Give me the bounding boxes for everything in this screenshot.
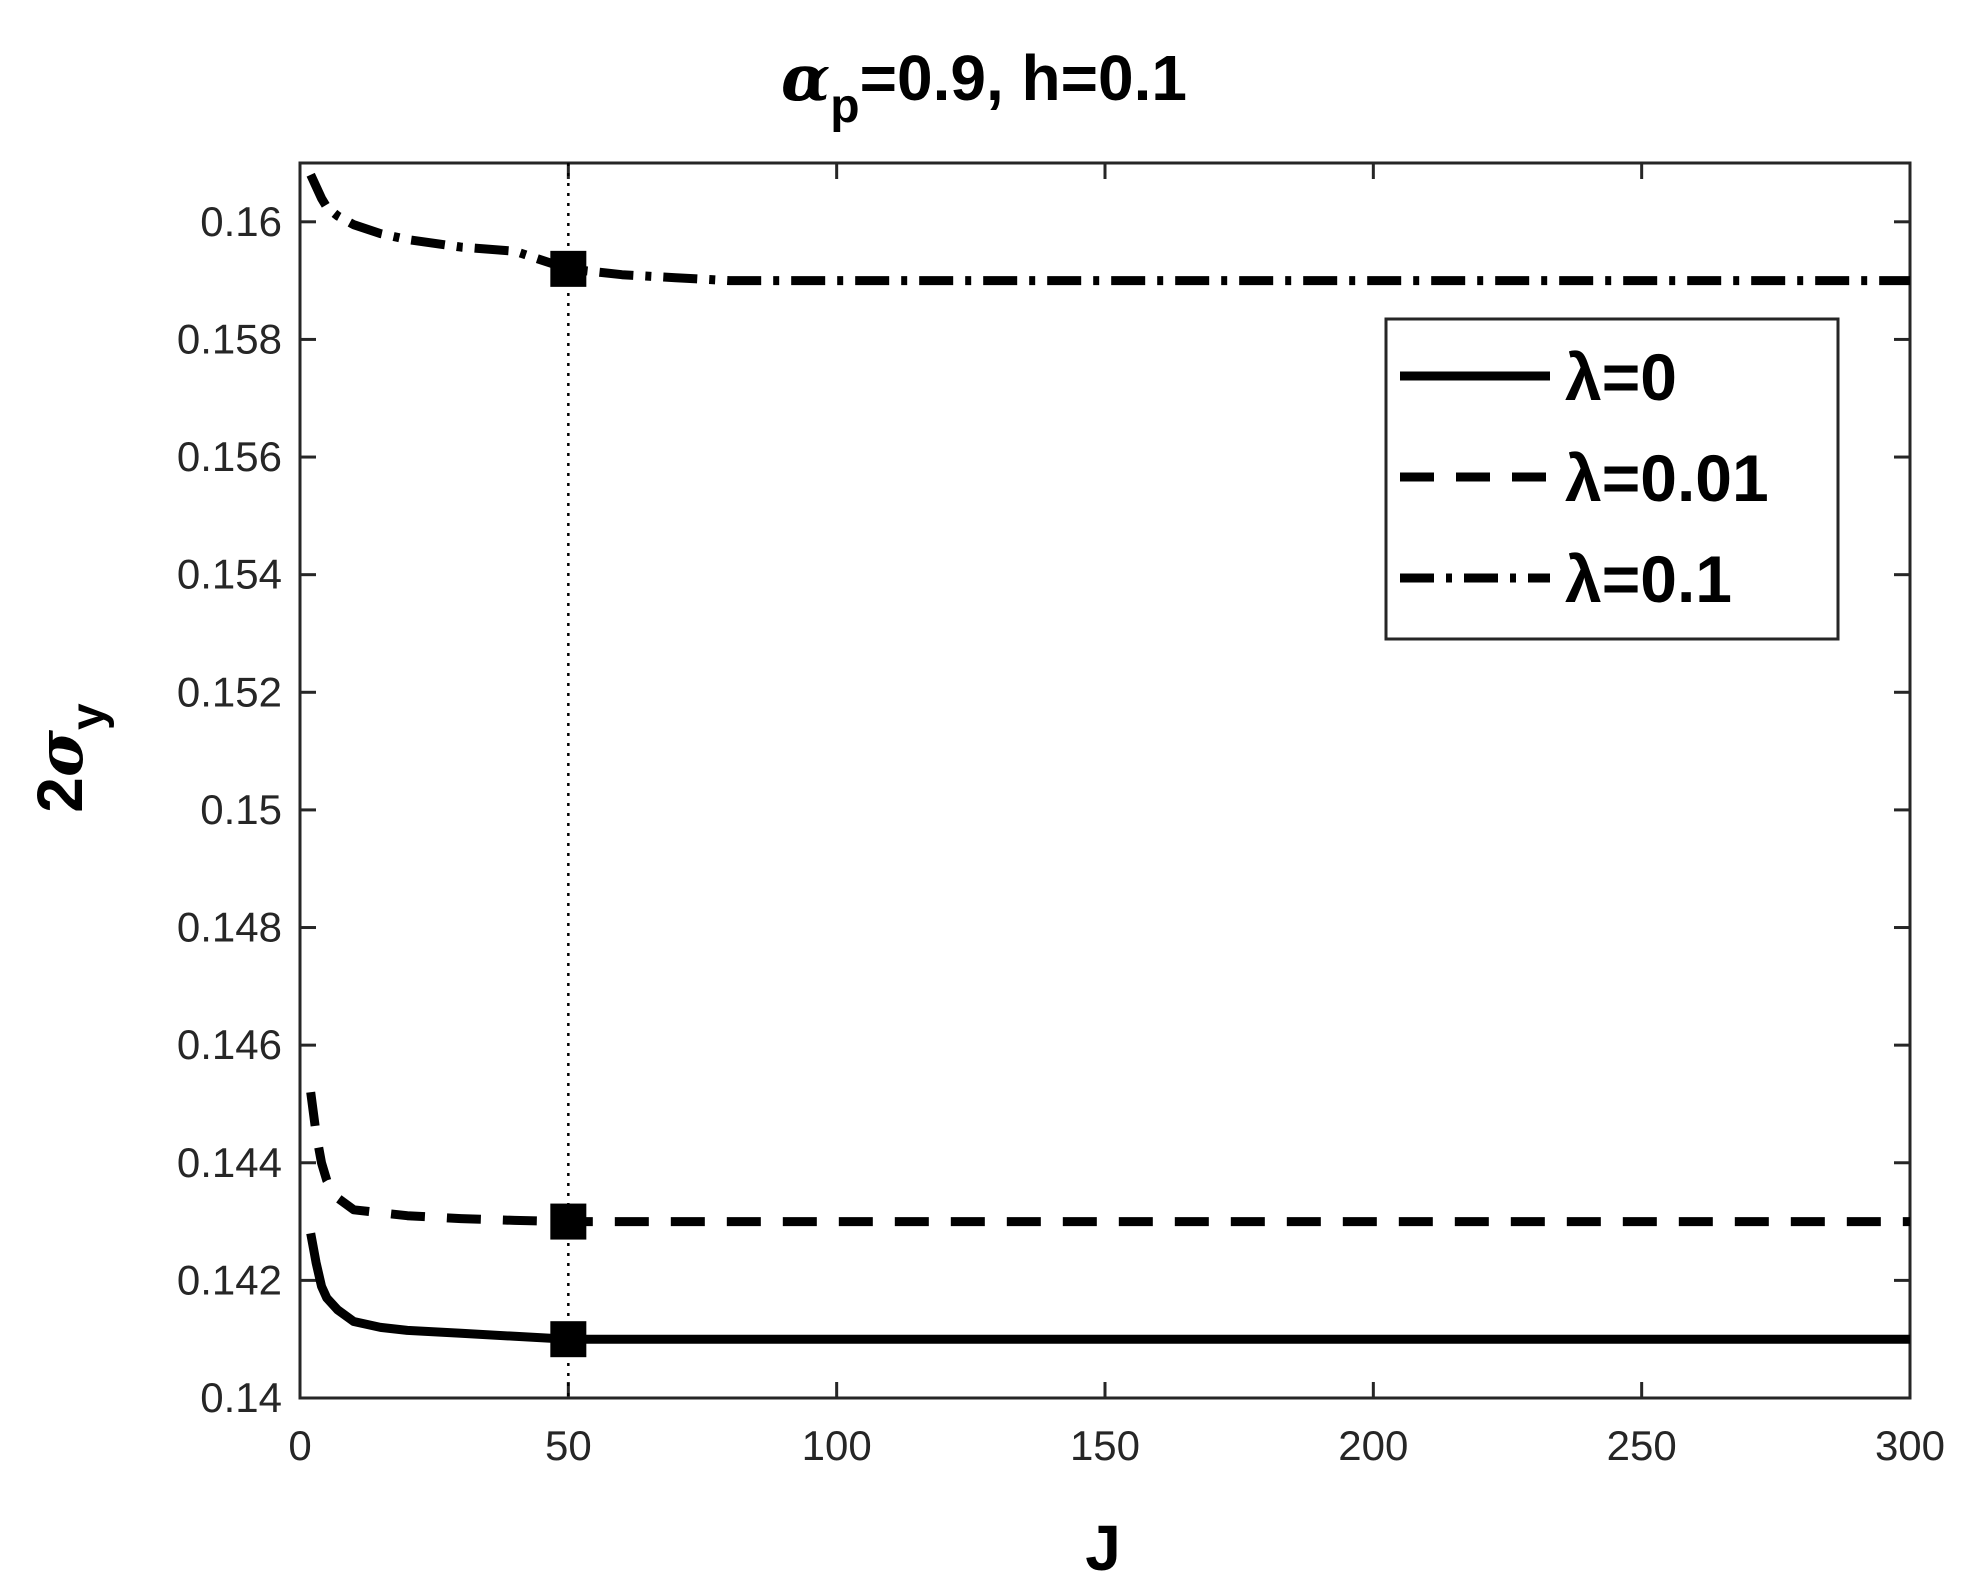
legend-label-0: λ=0 bbox=[1565, 340, 1677, 414]
title-symbol: α bbox=[781, 41, 830, 116]
series-line-2 bbox=[306, 172, 1910, 286]
axis-ticks: 0 50 100 150 200 250 300 0.14 0.142 0.144 0.146 0.1… bbox=[177, 163, 1945, 1469]
title-subscript: p bbox=[830, 80, 859, 133]
y-tick-label: 0.156 bbox=[177, 433, 282, 480]
y-tick-label: 0.148 bbox=[177, 904, 282, 951]
series-lines bbox=[306, 172, 1910, 1344]
x-tick-label: 300 bbox=[1875, 1422, 1945, 1469]
series-marker-0 bbox=[550, 1321, 587, 1358]
y-axis-label: 2σy bbox=[23, 703, 115, 813]
series-line-1 bbox=[306, 1091, 1910, 1227]
y-tick-label: 0.152 bbox=[177, 668, 282, 715]
legend-label-2: λ=0.1 bbox=[1565, 542, 1732, 616]
y-tick-label: 0.15 bbox=[200, 786, 282, 833]
x-tick-label: 50 bbox=[545, 1422, 592, 1469]
y-label-subscript: y bbox=[62, 703, 115, 730]
y-tick-label: 0.158 bbox=[177, 315, 282, 362]
series-marker-2 bbox=[550, 250, 587, 287]
x-tick-label: 200 bbox=[1338, 1422, 1408, 1469]
series-line-0 bbox=[306, 1232, 1910, 1344]
chart-title: αp=0.9, h=0.1 bbox=[781, 41, 1187, 133]
title-rest: =0.9, h=0.1 bbox=[860, 42, 1187, 114]
series-markers bbox=[550, 250, 587, 1358]
y-tick-label: 0.144 bbox=[177, 1139, 282, 1186]
y-tick-label: 0.14 bbox=[200, 1374, 282, 1421]
x-tick-label: 250 bbox=[1607, 1422, 1677, 1469]
legend: λ=0 λ=0.01 λ=0.1 bbox=[1384, 317, 1840, 641]
y-tick-label: 0.142 bbox=[177, 1256, 282, 1303]
x-axis-label: J bbox=[1085, 1512, 1121, 1584]
x-tick-label: 100 bbox=[802, 1422, 872, 1469]
y-tick-label: 0.16 bbox=[200, 198, 282, 245]
x-tick-label: 150 bbox=[1070, 1422, 1140, 1469]
y-tick-label: 0.154 bbox=[177, 551, 282, 598]
x-tick-label: 0 bbox=[288, 1422, 311, 1469]
y-label-prefix: 2 bbox=[24, 777, 96, 813]
y-tick-label: 0.146 bbox=[177, 1021, 282, 1068]
series-marker-1 bbox=[550, 1203, 587, 1240]
legend-label-1: λ=0.01 bbox=[1565, 441, 1769, 515]
y-label-symbol: σ bbox=[23, 729, 98, 777]
